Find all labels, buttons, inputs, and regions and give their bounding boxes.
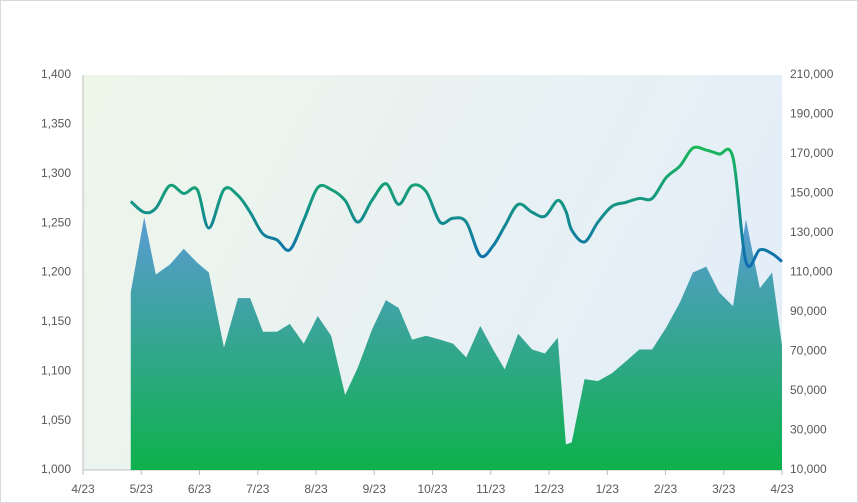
y-tick-label: 1,050	[41, 413, 71, 427]
x-tick-label: 7/23	[246, 482, 270, 496]
line	[129, 145, 783, 268]
x-tick-label: 3/23	[712, 482, 736, 496]
y-tick-label: 1,300	[41, 166, 71, 180]
x-tick-label: 12/23	[534, 482, 564, 496]
y2-tick-label: 70,000	[790, 344, 827, 358]
y2-tick-label: 210,000	[790, 67, 834, 81]
x-tick-label: 1/23	[596, 482, 620, 496]
y2-tick-label: 110,000	[790, 265, 833, 279]
x-tick-label: 11/23	[476, 482, 505, 496]
y2-tick-label: 170,000	[790, 146, 834, 160]
y2-tick-label: 50,000	[790, 383, 827, 397]
y2-tick-label: 30,000	[790, 423, 827, 437]
x-tick-label: 10/23	[417, 482, 447, 496]
y-tick-label: 1,350	[41, 117, 71, 131]
x-tick-label: 4/23	[770, 482, 794, 496]
x-tick-label: 2/23	[654, 482, 678, 496]
y2-tick-label: 150,000	[790, 186, 834, 200]
area	[130, 217, 782, 470]
y-tick-label: 1,200	[41, 265, 71, 279]
y2-tick-label: 10,000	[790, 462, 827, 476]
x-tick-label: 6/23	[188, 482, 212, 496]
y2-tick-label: 90,000	[790, 304, 827, 318]
y-tick-label: 1,250	[41, 215, 71, 229]
x-tick-label: 8/23	[304, 482, 328, 496]
y-tick-label: 1,150	[41, 314, 71, 328]
x-tick-label: 5/23	[130, 482, 154, 496]
y-tick-label: 1,400	[41, 67, 71, 81]
x-tick-label: 9/23	[363, 482, 387, 496]
y2-tick-label: 130,000	[790, 225, 834, 239]
y2-tick-label: 190,000	[790, 107, 834, 121]
x-tick-label: 4/23	[71, 482, 95, 496]
y-tick-label: 1,000	[41, 462, 71, 476]
y-tick-label: 1,100	[41, 363, 71, 377]
